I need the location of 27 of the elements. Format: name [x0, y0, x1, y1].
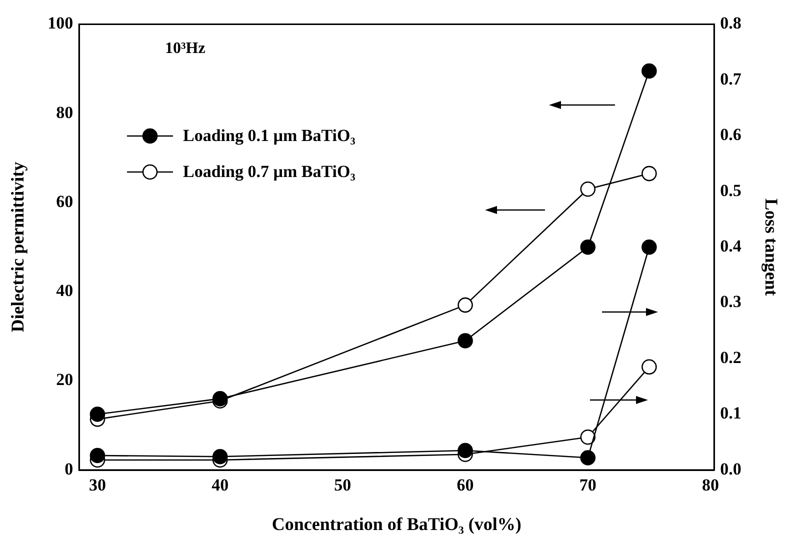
legend-label: Loading 0.1 µm BaTiO₃ [183, 126, 356, 146]
annotation: 10³Hz [165, 40, 206, 58]
y2-tick-label: 0.1 [720, 404, 742, 423]
y2-tick-label: 0.8 [720, 14, 742, 33]
x-tick-label: 70 [579, 476, 596, 495]
y2-tick-label: 0.3 [720, 292, 742, 312]
x-tick-label: 30 [88, 476, 106, 495]
x-axis-title: Concentration of BaTiO₃ (vol%) [272, 514, 522, 534]
y-axis-title: Dielectric permittivity [7, 162, 28, 332]
y-tick-label: 0 [64, 459, 74, 478]
x-tick-label: 80 [702, 476, 719, 495]
y2-axis-title: Loss tangent [762, 198, 782, 296]
y2-tick-label: 0.5 [720, 180, 742, 200]
y2-tick-label: 0.0 [720, 459, 742, 478]
y-tick-label: 20 [56, 370, 74, 390]
legend-label: Loading 0.7 µm BaTiO₃ [183, 162, 356, 182]
y2-tick-label: 0.6 [720, 125, 742, 144]
y-tick-label: 40 [56, 281, 74, 300]
x-tick-label: 50 [334, 476, 352, 495]
y2-tick-label: 0.4 [720, 236, 742, 256]
x-tick-label: 40 [212, 476, 229, 495]
y-tick-label: 60 [56, 192, 74, 211]
y2-tick-label: 0.2 [720, 348, 742, 367]
y-tick-label: 80 [56, 102, 74, 122]
y2-tick-label: 0.7 [720, 69, 742, 88]
y-tick-label: 100 [48, 14, 74, 33]
x-tick-label: 60 [456, 476, 474, 495]
